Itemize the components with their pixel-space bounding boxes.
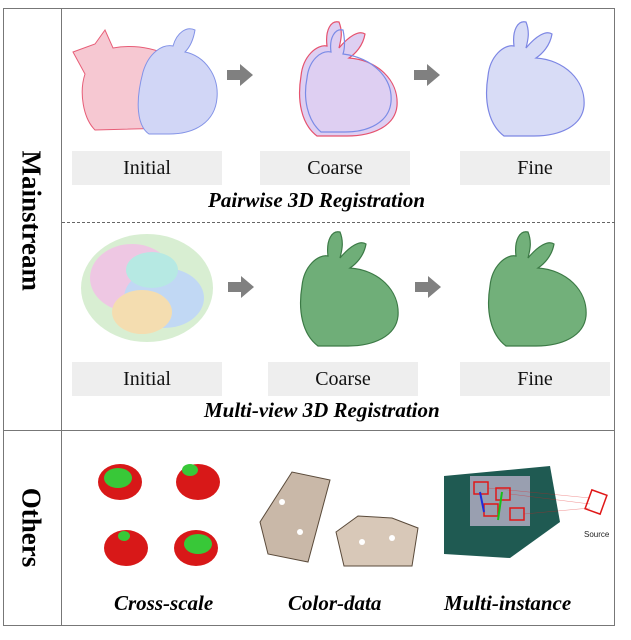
mainstream-label: Mainstream bbox=[16, 150, 47, 291]
multiview-title: Multi-view 3D Registration bbox=[204, 398, 440, 422]
pairwise-coarse-image bbox=[298, 21, 398, 137]
label-column-divider bbox=[61, 8, 62, 626]
multiview-initial-box: Initial bbox=[72, 362, 222, 396]
pairwise-fine-arrow bbox=[414, 64, 440, 86]
others-label: Others bbox=[16, 487, 47, 568]
multiview-fine-box: Fine bbox=[460, 362, 610, 396]
pairwise-title: Pairwise 3D Registration bbox=[208, 188, 426, 212]
multiview-coarse-arrow bbox=[228, 276, 254, 298]
pairwise-coarse-box: Coarse bbox=[260, 151, 410, 185]
pairwise-coarse-arrow bbox=[227, 64, 253, 86]
cross-scale-label: Cross-scale bbox=[114, 591, 214, 615]
source-label: Source bbox=[584, 530, 610, 539]
multiview-coarse-image bbox=[299, 231, 399, 347]
cross-scale-image bbox=[98, 464, 220, 566]
color-data-label: Color-data bbox=[288, 591, 382, 615]
pairwise-fine-box: Fine bbox=[460, 151, 610, 185]
pairwise-initial-box: Initial bbox=[72, 151, 222, 185]
multi-instance-image bbox=[444, 466, 608, 558]
figure-frame bbox=[3, 8, 615, 626]
multiview-fine-arrow bbox=[415, 276, 441, 298]
multi-instance-label: Multi-instance bbox=[444, 591, 572, 615]
section-divider bbox=[3, 430, 615, 431]
pairwise-initial-image bbox=[72, 28, 218, 135]
multiview-initial-image bbox=[81, 234, 213, 342]
color-data-image bbox=[259, 471, 419, 567]
pairwise-fine-image bbox=[485, 21, 585, 137]
multiview-fine-image bbox=[487, 231, 587, 347]
multiview-coarse-box: Coarse bbox=[268, 362, 418, 396]
pairwise-multiview-divider bbox=[62, 222, 615, 223]
